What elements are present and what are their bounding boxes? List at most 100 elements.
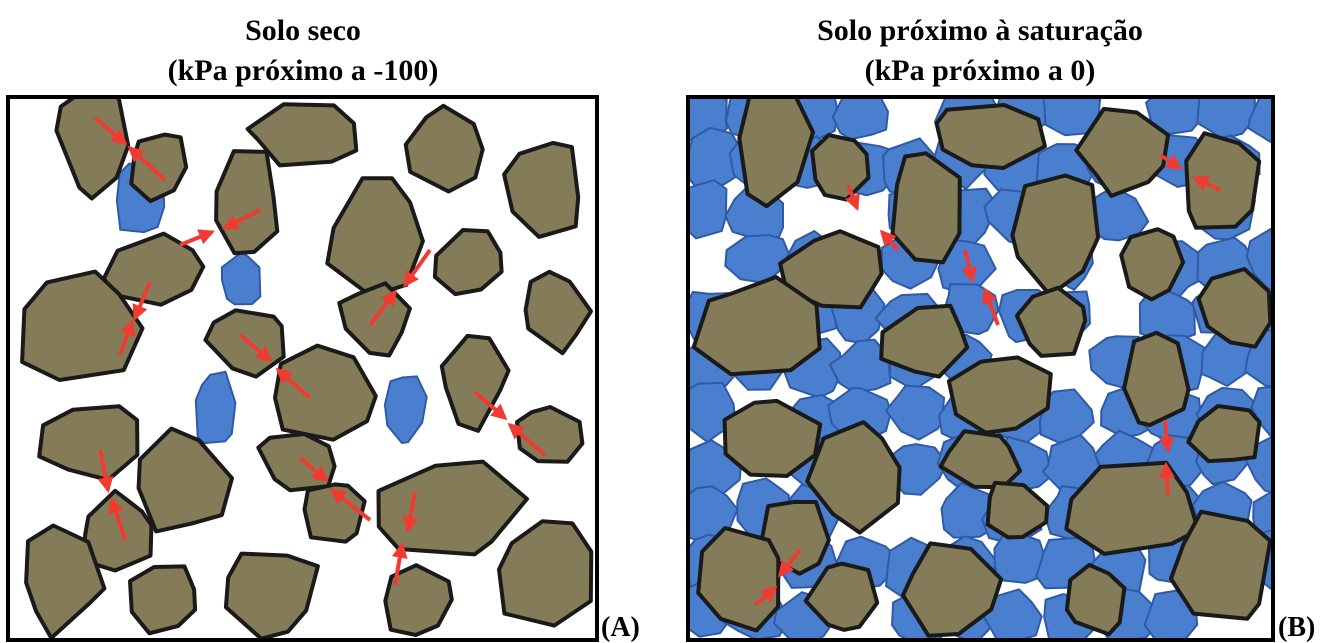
panel-b	[688, 97, 1273, 640]
soil-particle	[214, 149, 280, 256]
soil-particle	[1064, 562, 1127, 637]
panel-a	[20, 97, 594, 640]
soil-particle	[938, 429, 1022, 490]
force-arrow	[391, 541, 408, 586]
soil-particle	[129, 132, 189, 204]
force-arrow	[1158, 461, 1175, 496]
soil-particle	[54, 97, 131, 201]
soil-particle	[696, 526, 781, 633]
soil-particle	[879, 303, 970, 379]
soil-particle	[376, 459, 529, 557]
soil-particle	[136, 426, 234, 534]
force-arrow	[753, 585, 778, 607]
force-arrow	[507, 422, 547, 457]
soil-particle	[1010, 173, 1101, 298]
soil-particle	[778, 229, 884, 310]
force-arrow	[118, 318, 136, 356]
soil-particle	[1122, 330, 1191, 428]
force-arrow	[1158, 419, 1175, 454]
panel-subtitle: (kPa próximo a -100)	[168, 54, 439, 87]
force-arrow	[879, 229, 900, 252]
water	[383, 375, 428, 444]
force-arrow	[127, 145, 167, 182]
soil-particle	[1184, 131, 1262, 230]
soil-particle	[383, 563, 454, 637]
force-arrow	[275, 367, 312, 400]
panel-title: Solo próximo à saturação	[817, 14, 1143, 47]
force-arrow	[1158, 153, 1183, 170]
soil-particle	[439, 333, 511, 433]
soil-particle	[101, 231, 206, 307]
water	[194, 370, 237, 445]
soil-particle	[245, 102, 359, 168]
water	[688, 179, 728, 240]
force-arrow	[179, 229, 215, 247]
soil-particle	[1074, 106, 1171, 198]
soil-particle	[985, 480, 1050, 540]
water	[1247, 97, 1273, 144]
water	[1245, 226, 1273, 291]
soil-particle	[803, 561, 880, 632]
force-arrow	[329, 488, 372, 522]
force-arrow	[961, 249, 977, 284]
force-arrow	[97, 449, 114, 494]
force-arrow	[403, 248, 432, 288]
soil-particle	[24, 523, 107, 640]
panel-subtitle: (kPa próximo a 0)	[865, 54, 1096, 87]
soil-particle	[403, 103, 485, 194]
soil-particle	[223, 551, 320, 640]
force-arrow	[402, 491, 419, 534]
force-arrow	[298, 456, 329, 483]
soil-particle	[934, 103, 1047, 170]
soil-particle	[691, 275, 822, 377]
soil-particle	[20, 269, 145, 382]
panel-frame	[686, 95, 1275, 642]
soil-particle	[946, 355, 1053, 435]
soil-particle	[1186, 404, 1262, 464]
panel-label: (B)	[1278, 612, 1315, 643]
water	[220, 251, 262, 306]
soil-particle	[515, 405, 585, 464]
soil-particle	[523, 269, 593, 356]
soil-particle	[1119, 227, 1186, 302]
water	[831, 97, 890, 141]
water	[724, 234, 793, 285]
soil-particle	[1196, 267, 1273, 349]
force-arrow	[132, 281, 152, 321]
force-arrow	[93, 116, 128, 146]
soil-particle	[203, 308, 286, 379]
water	[1196, 97, 1256, 141]
soil-particle	[1014, 285, 1088, 358]
water	[828, 338, 892, 394]
soil-particle	[497, 519, 594, 628]
panel-title: Solo seco	[245, 14, 361, 47]
soil-particle	[810, 133, 871, 202]
force-arrow	[473, 390, 508, 421]
soil-particle	[1064, 460, 1201, 556]
soil-particle	[805, 420, 902, 535]
soil-particle	[502, 140, 581, 239]
force-arrow	[238, 333, 273, 363]
soil-particle	[128, 564, 198, 636]
force-arrow	[844, 184, 860, 211]
force-arrow	[981, 287, 1000, 326]
soil-particle	[737, 97, 815, 209]
water	[884, 384, 946, 441]
panel-label: (A)	[601, 612, 640, 643]
force-arrow	[108, 496, 127, 541]
soil-particle	[273, 343, 378, 442]
soil-particle	[901, 541, 1004, 638]
panel-frame	[6, 95, 599, 642]
soil-particle	[722, 398, 823, 478]
soil-particle	[37, 404, 140, 482]
soil-particle	[256, 432, 337, 493]
force-arrow	[778, 548, 802, 578]
force-arrow	[368, 289, 397, 327]
soil-particle	[890, 151, 962, 265]
force-arrow	[222, 208, 261, 230]
soil-particle	[1168, 509, 1273, 621]
soil-particle	[432, 228, 504, 297]
soil-particle	[302, 482, 367, 544]
force-arrow	[1192, 176, 1221, 192]
